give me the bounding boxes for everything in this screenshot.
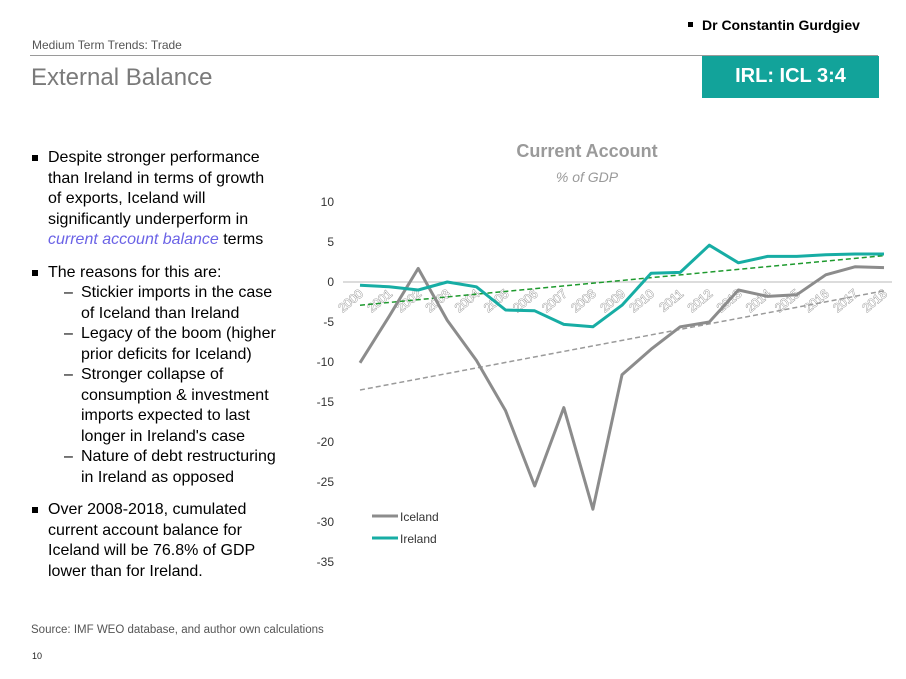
sub-bullet-line: Nature of debt restructuring — [81, 448, 276, 465]
bullet-line: The reasons for this are: — [48, 263, 222, 281]
x-tick-label: 2010 — [627, 287, 657, 316]
page-title: External Balance — [31, 64, 213, 91]
x-tick-label: 2012 — [685, 287, 715, 316]
chart-legend: Iceland Ireland — [372, 510, 439, 546]
x-tick-label: 2000 — [336, 287, 366, 316]
bullet-square-icon — [32, 269, 38, 276]
y-tick-label: -10 — [317, 355, 335, 369]
bullet-item-1: Despite stronger performance than Irelan… — [32, 148, 317, 251]
x-tick-label: 2017 — [831, 287, 861, 316]
bullet-text: terms — [218, 231, 264, 248]
comparison-badge: IRL: ICL 3:4 — [702, 56, 879, 98]
bullet-line: than Ireland in terms of growth — [48, 169, 265, 187]
sub-bullet-line: in Ireland as opposed — [81, 468, 234, 486]
series-line-ireland — [359, 243, 884, 329]
x-tick-label: 2018 — [860, 287, 890, 316]
y-tick-label: -35 — [317, 555, 335, 569]
author-name: Dr Constantin Gurdgiev — [702, 17, 860, 33]
y-tick-label: -5 — [323, 315, 334, 329]
x-tick-label: 2008 — [569, 287, 599, 316]
bullet-square-icon — [32, 507, 38, 513]
source-note: Source: IMF WEO database, and author own… — [31, 624, 324, 636]
bullet-line: of exports, Iceland will — [48, 190, 206, 207]
bullet-square-icon — [32, 155, 38, 161]
sub-bullet-line: consumption & investment — [81, 386, 269, 404]
page-number: 10 — [32, 651, 43, 661]
y-tick-label: -25 — [317, 475, 335, 489]
bullet-line: Despite stronger performance — [48, 149, 260, 166]
bullet-square-icon — [688, 21, 693, 27]
trendline-iceland — [359, 290, 885, 391]
sub-bullet-1: – Stickier imports in the case of Iceland … — [32, 283, 317, 324]
chart-title: Current Account — [516, 141, 657, 161]
legend-label-iceland: Iceland — [400, 510, 439, 524]
x-tick-label: 2001 — [365, 287, 395, 316]
bullet-line: current account balance terms — [48, 230, 317, 251]
section-subtitle: Medium Term Trends: Trade — [32, 38, 182, 52]
series-line-iceland — [358, 265, 885, 511]
y-tick-label: -15 — [317, 395, 335, 409]
bullet-list: Despite stronger performance than Irelan… — [32, 148, 317, 582]
bullet-item-2: The reasons for this are: — [32, 263, 317, 284]
sub-bullet-line: longer in Ireland's case — [81, 427, 246, 445]
bullet-line: significantly underperform in — [48, 210, 249, 228]
bullet-line: lower than for Ireland. — [48, 562, 203, 580]
header-divider — [30, 55, 878, 56]
bullet-line: Over 2008-2018, cumulated — [48, 501, 247, 518]
bullet-item-3: Over 2008-2018, cumulated current accoun… — [32, 500, 317, 582]
y-tick-label: -20 — [317, 435, 335, 449]
sub-bullet-line: prior deficits for Iceland) — [81, 345, 252, 363]
x-tick-label: 2003 — [423, 287, 453, 316]
current-account-link[interactable]: current account balance — [48, 231, 219, 248]
sub-bullet-line: imports expected to last — [81, 407, 250, 424]
y-tick-label: -30 — [317, 515, 335, 529]
sub-bullet-line: Stronger collapse of — [81, 366, 224, 383]
sub-bullet-line: Legacy of the boom (higher — [81, 325, 276, 342]
sub-bullet-line: Stickier imports in the case — [81, 284, 273, 301]
sub-bullet-2: – Legacy of the boom (higher prior deficit… — [32, 324, 317, 365]
bullet-line: current account balance for — [48, 521, 242, 539]
chart-trendlines — [359, 254, 885, 391]
x-tick-label: 2004 — [452, 287, 482, 316]
y-tick-label: 0 — [327, 275, 334, 289]
y-tick-label: 5 — [327, 235, 334, 249]
chart-series — [358, 243, 885, 511]
sub-bullet-4: – Nature of debt restructuring in Ireland … — [32, 447, 317, 488]
legend-label-ireland: Ireland — [400, 532, 437, 546]
y-tick-label: 10 — [321, 195, 335, 209]
sub-bullet-3: – Stronger collapse of consumption & inves… — [32, 365, 317, 447]
sub-bullet-line: of Iceland than Ireland — [81, 304, 240, 322]
author-label: Dr Constantin Gurdgiev — [688, 17, 860, 33]
bullet-line: Iceland will be 76.8% of GDP — [48, 542, 256, 559]
chart-subtitle: % of GDP — [556, 169, 619, 185]
x-tick-label: 2007 — [539, 287, 569, 316]
x-tick-label: 2011 — [657, 287, 687, 315]
